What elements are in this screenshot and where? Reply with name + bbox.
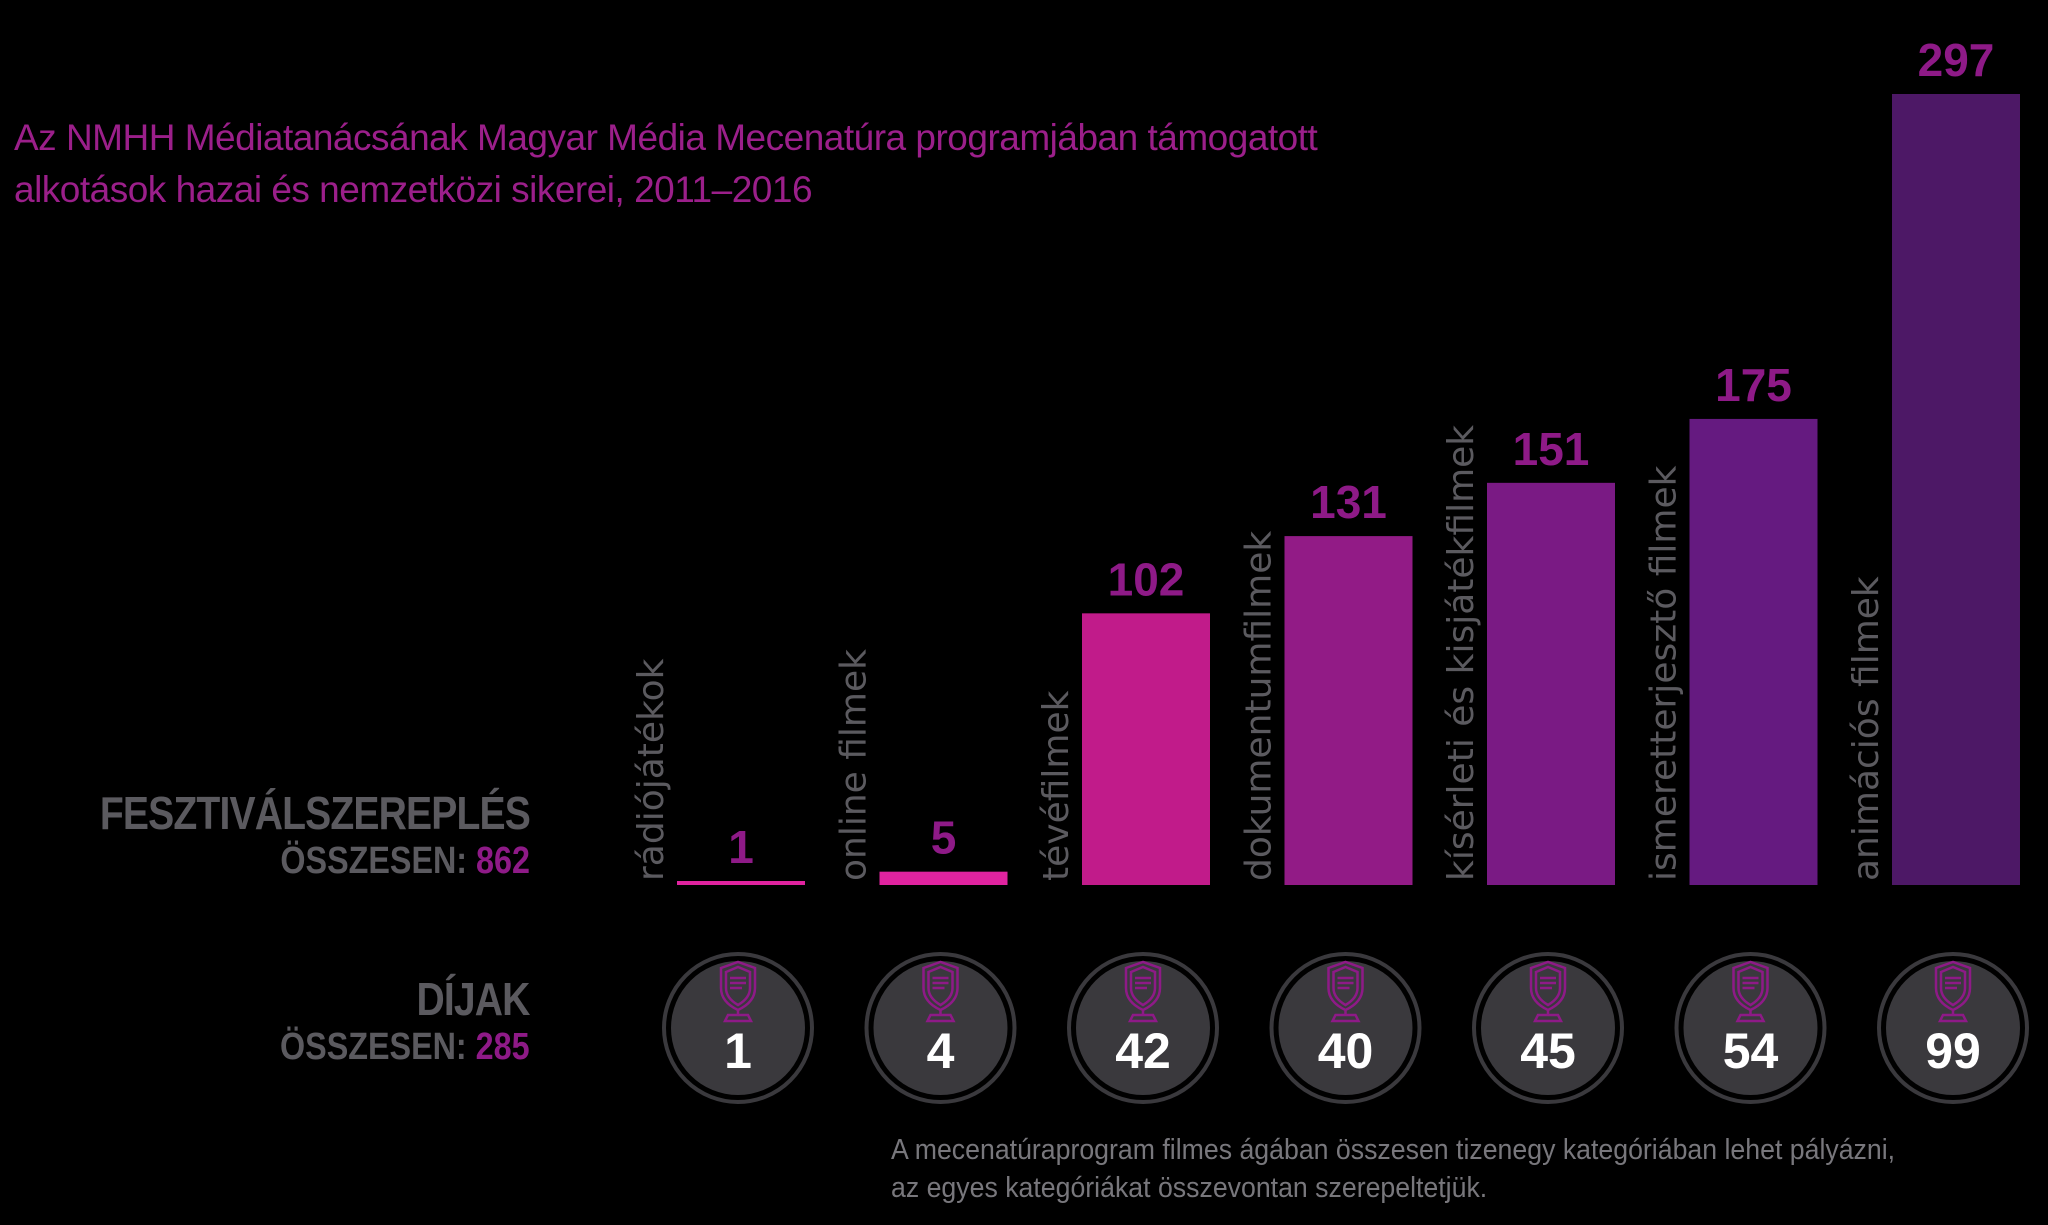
festival-total: 862 — [476, 840, 530, 882]
award-circle-ring-3 — [1269, 952, 1422, 1104]
trophy-shield-icon — [1124, 960, 1162, 1023]
value-label-3: 131 — [1310, 476, 1387, 528]
bar-6 — [1892, 94, 2020, 885]
category-label-0: rádiójátékok — [631, 658, 672, 881]
festival-label: FESZTIVÁLSZEREPLÉS — [99, 787, 531, 839]
footnote-line-1: A mecenatúraprogram filmes ágában összes… — [891, 1134, 1896, 1166]
value-label-6: 297 — [1918, 34, 1995, 86]
trophy-shield-icon — [1732, 960, 1769, 1023]
category-label-4: kísérleti és kisjátékfilmek — [1441, 425, 1482, 881]
category-label-5: ismeretterjesztő filmek — [1644, 465, 1685, 881]
category-label-2: tévéfilmek — [1036, 690, 1077, 881]
value-label-4: 151 — [1513, 423, 1590, 475]
award-circle-ring-5 — [1674, 952, 1827, 1104]
title-line-2: alkotások hazai és nemzetközi sikerei, 2… — [14, 169, 813, 210]
award-circle-ring-2 — [1067, 952, 1219, 1104]
award-circle-1 — [873, 961, 1008, 1095]
award-count-5: 54 — [1723, 1023, 1779, 1079]
festival-summary: FESZTIVÁLSZEREPLÉS ÖSSZESEN: 862 — [24, 786, 531, 883]
value-label-0: 1 — [728, 821, 754, 873]
festival-total-label: ÖSSZESEN: — [280, 840, 468, 882]
bar-3 — [1284, 536, 1413, 885]
bar-5 — [1689, 418, 1818, 885]
bar-1 — [879, 871, 1008, 885]
award-circle-2 — [1076, 961, 1210, 1095]
trophy-shield-icon — [719, 960, 757, 1023]
value-label-1: 5 — [931, 812, 957, 864]
award-count-4: 45 — [1520, 1023, 1576, 1079]
chart-title: Az NMHH Médiatanácsának Magyar Média Mec… — [14, 112, 1514, 216]
award-circle-0 — [671, 961, 805, 1095]
award-count-6: 99 — [1925, 1023, 1981, 1079]
award-circle-5 — [1683, 961, 1818, 1095]
title-line-1: Az NMHH Médiatanácsának Magyar Média Mec… — [14, 117, 1318, 158]
value-label-5: 175 — [1715, 359, 1792, 411]
footnote-line-2: az egyes kategóriákat összevontan szerep… — [891, 1172, 1488, 1204]
category-label-6: animációs filmek — [1846, 576, 1887, 881]
trophy-shield-icon — [1529, 960, 1567, 1023]
award-circle-ring-6 — [1877, 952, 2029, 1104]
award-circle-ring-1 — [864, 952, 1017, 1104]
award-circle-6 — [1886, 961, 2020, 1095]
trophy-shield-icon — [1934, 960, 1972, 1023]
awards-total: 285 — [476, 1026, 530, 1068]
award-count-2: 42 — [1115, 1023, 1171, 1079]
bar-2 — [1082, 613, 1210, 885]
category-label-1: online filmek — [834, 649, 875, 881]
awards-summary: DÍJAK ÖSSZESEN: 285 — [236, 972, 530, 1069]
award-circle-ring-4 — [1472, 952, 1624, 1104]
award-circle-4 — [1481, 961, 1615, 1095]
award-count-0: 1 — [724, 1023, 752, 1079]
trophy-shield-icon — [922, 960, 959, 1023]
award-count-1: 4 — [927, 1023, 955, 1079]
award-circle-ring-0 — [662, 952, 814, 1104]
trophy-shield-icon — [1327, 960, 1364, 1023]
awards-label: DÍJAK — [416, 973, 531, 1025]
award-circle-3 — [1278, 961, 1413, 1095]
value-label-2: 102 — [1108, 553, 1185, 605]
award-count-3: 40 — [1318, 1023, 1374, 1079]
awards-total-label: ÖSSZESEN: — [280, 1026, 468, 1068]
bar-4 — [1487, 482, 1615, 885]
footnote: A mecenatúraprogram filmes ágában összes… — [891, 1131, 1895, 1207]
bar-0 — [677, 881, 805, 885]
category-label-3: dokumentumfilmek — [1239, 531, 1280, 881]
